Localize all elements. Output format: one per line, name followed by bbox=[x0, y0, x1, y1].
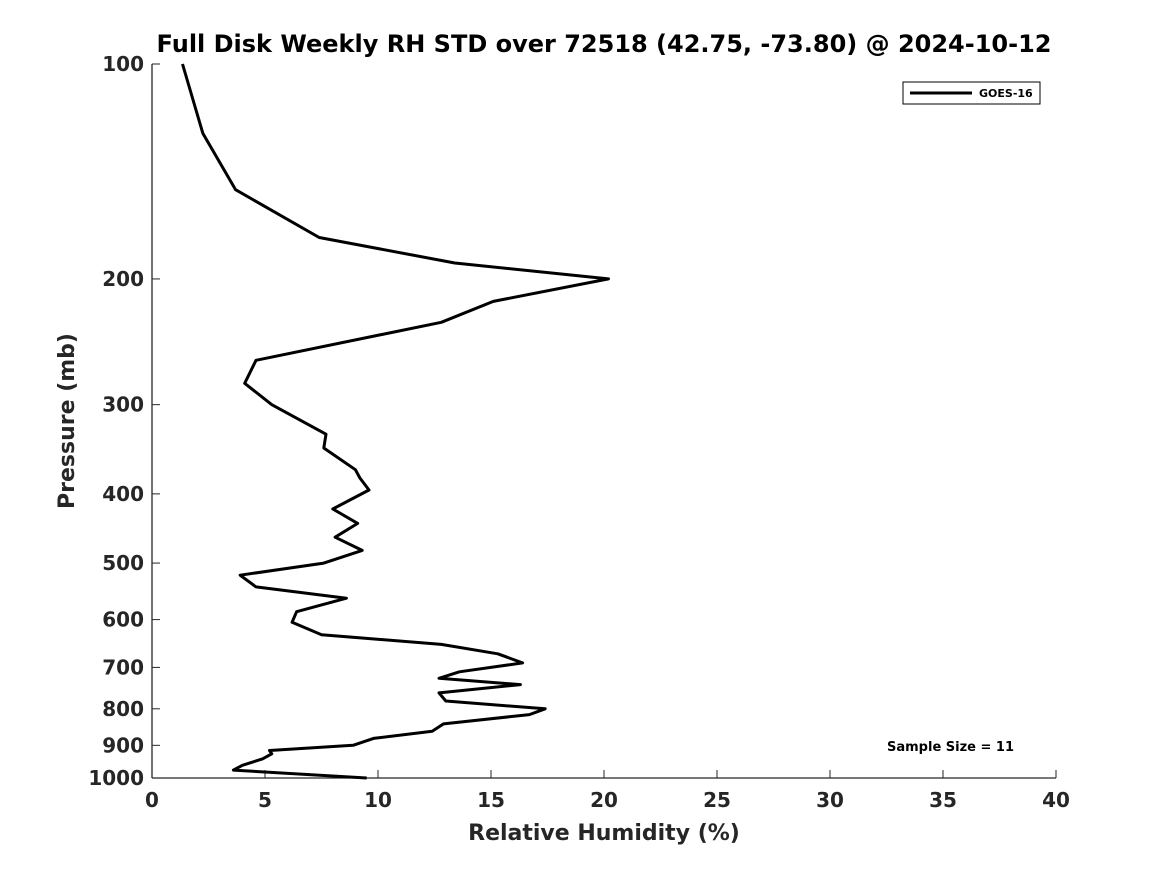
y-tick-label: 300 bbox=[102, 393, 144, 417]
x-tick-label: 40 bbox=[1042, 788, 1070, 812]
x-axis-label: Relative Humidity (%) bbox=[468, 821, 740, 846]
ticks: 0 5 10 15 20 25 30 35 40 100 200 300 400 500 600 700 800… bbox=[88, 52, 1070, 812]
y-tick-label: 700 bbox=[102, 655, 144, 679]
series-line-goes-16 bbox=[181, 63, 610, 780]
y-tick-label: 100 bbox=[102, 52, 144, 76]
y-tick-label: 400 bbox=[102, 482, 144, 506]
x-tick-label: 25 bbox=[703, 788, 731, 812]
y-tick-label: 1000 bbox=[88, 766, 144, 790]
x-tick-label: 30 bbox=[816, 788, 844, 812]
axes bbox=[151, 64, 1056, 779]
x-tick-label: 20 bbox=[590, 788, 618, 812]
y-tick-label: 900 bbox=[102, 733, 144, 757]
chart-title: Full Disk Weekly RH STD over 72518 (42.7… bbox=[157, 30, 1052, 58]
x-tick-label: 10 bbox=[364, 788, 392, 812]
x-tick-label: 15 bbox=[477, 788, 505, 812]
x-tick-label: 0 bbox=[145, 788, 159, 812]
legend: GOES-16 bbox=[902, 81, 1041, 105]
x-tick-label: 35 bbox=[929, 788, 957, 812]
sample-size-annotation: Sample Size = 11 bbox=[887, 740, 1014, 755]
legend-entry-goes-16: GOES-16 bbox=[979, 87, 1033, 100]
y-axis-label: Pressure (mb) bbox=[55, 333, 80, 509]
x-tick-label: 5 bbox=[258, 788, 272, 812]
y-tick-label: 600 bbox=[102, 608, 144, 632]
y-tick-label: 500 bbox=[102, 551, 144, 575]
y-tick-label: 800 bbox=[102, 697, 144, 721]
y-tick-label: 200 bbox=[102, 267, 144, 291]
